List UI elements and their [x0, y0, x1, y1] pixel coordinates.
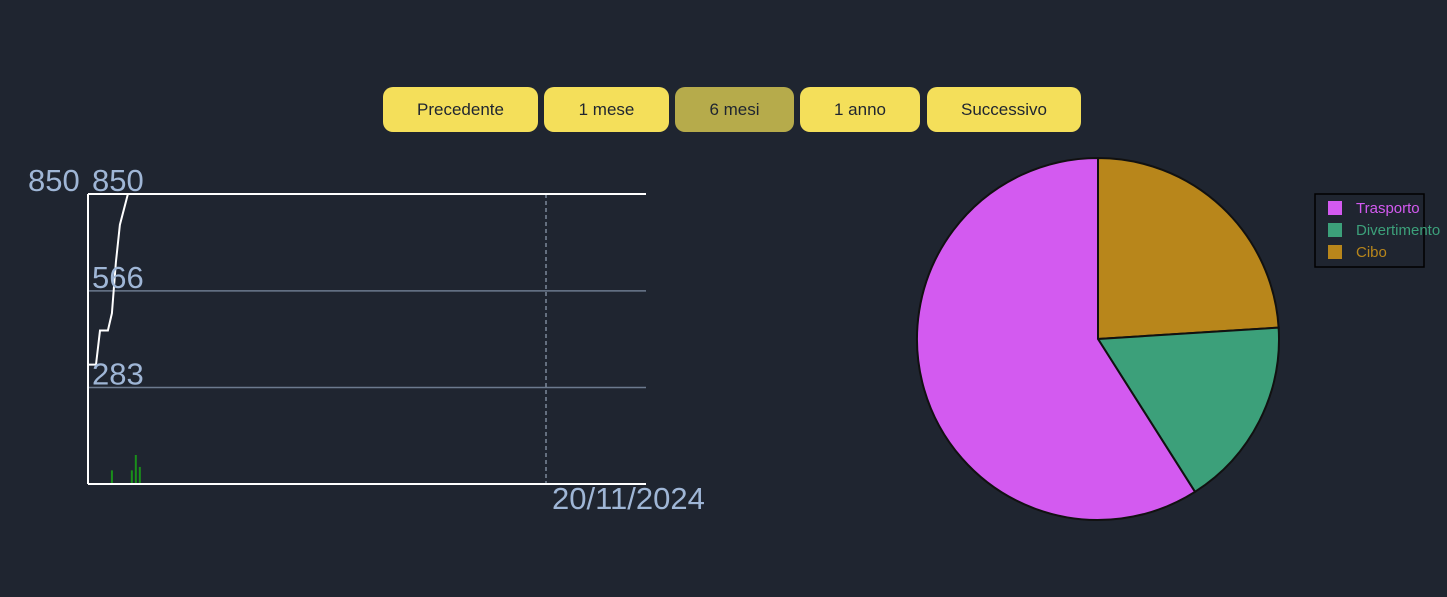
- pie-chart: Trasporto Divertimento Cibo: [916, 156, 1440, 521]
- next-button[interactable]: Successivo: [927, 87, 1081, 132]
- pie-slice: [1096, 326, 1280, 494]
- legend-label: Cibo: [1356, 244, 1387, 261]
- bar: [134, 455, 137, 484]
- legend-swatch: [1328, 201, 1342, 215]
- previous-button[interactable]: Precedente: [383, 87, 538, 132]
- y-max-label: 850: [28, 163, 80, 198]
- legend-swatch: [1328, 245, 1342, 259]
- pie-slices: [916, 156, 1280, 521]
- y-tick-label: 566: [92, 260, 144, 295]
- pie-legend: Trasporto Divertimento Cibo: [1314, 193, 1440, 268]
- range-6-months-button[interactable]: 6 mesi: [675, 87, 794, 132]
- range-1-year-button[interactable]: 1 anno: [800, 87, 920, 132]
- line-chart: 283 566 850 850 20/11/2024: [28, 163, 705, 516]
- bar: [110, 470, 113, 484]
- bar: [130, 470, 133, 484]
- bar: [138, 466, 141, 484]
- legend-label: Trasporto: [1356, 200, 1420, 217]
- y-tick-label: 283: [92, 356, 144, 391]
- line-chart-bars: [110, 455, 141, 484]
- x-tick-label: 20/11/2024: [552, 481, 705, 516]
- pie-slice: [1097, 156, 1280, 341]
- legend-label: Divertimento: [1356, 222, 1440, 239]
- legend-swatch: [1328, 223, 1342, 237]
- line-chart-axes: [87, 193, 646, 485]
- pie-slice: [916, 156, 1197, 521]
- y-tick-label: 850: [92, 163, 144, 198]
- range-1-month-button[interactable]: 1 mese: [544, 87, 669, 132]
- line-chart-grid: [88, 193, 646, 484]
- line-chart-labels: 283 566 850 850 20/11/2024: [28, 163, 705, 516]
- cumulative-line: [88, 193, 646, 366]
